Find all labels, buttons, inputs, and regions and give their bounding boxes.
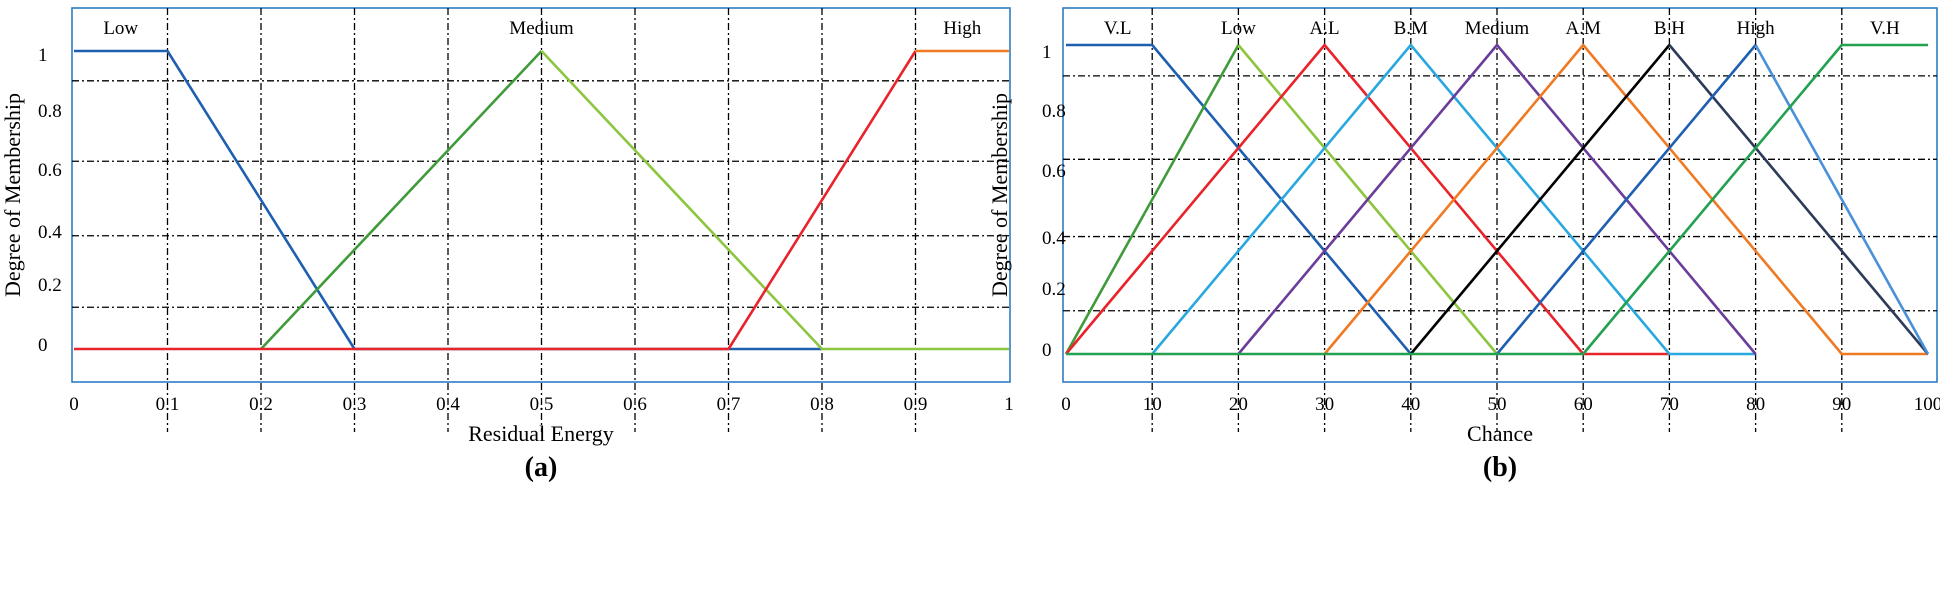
x-tick-label: 100 [1914,394,1940,415]
x-tick-label: 80 [1746,394,1765,415]
x-tick-label: 70 [1660,394,1679,415]
chart-panel-a: 0 0.2 0.4 0.6 0.8 1 0 0.1 0.2 0.3 0.4 0.5 0.6 0.7 0.8 0… [0,7,1014,483]
y-tick-label: 0.8 [38,101,62,122]
x-tick-label: 10 [1143,394,1162,415]
x-tick-label: 0 [69,394,79,415]
y-tick-label: 0.2 [38,275,62,296]
y-axis-label: Degree of Membership [987,93,1012,297]
panel-label: (a) [525,452,558,483]
series-line [1668,44,1929,355]
plot-frame [1062,7,1938,383]
x-axis-label: Residual Energy [468,421,614,446]
membership-label: High [943,18,982,39]
x-tick-label: 1 [1004,394,1014,415]
membership-label: Medium [1465,18,1530,39]
series-line [1754,44,1930,355]
series-line [74,50,917,351]
series-line [1409,44,1671,355]
x-tick-label: 0.6 [623,394,647,415]
x-tick-label: 0.2 [249,394,273,415]
x-tick-label: 0.9 [904,394,928,415]
series-line [1496,44,1757,355]
x-tick-label: 0.7 [717,394,741,415]
series-line [540,50,1009,351]
membership-label: B.M [1394,18,1428,39]
membership-label: High [1737,18,1776,39]
x-tick-label: 0.3 [343,394,367,415]
membership-label: A.L [1310,18,1340,39]
membership-label: Low [103,18,138,39]
y-tick-label: 0 [38,335,48,356]
membership-label: B.H [1654,18,1685,39]
x-tick-label: 20 [1229,394,1248,415]
membership-label: V.H [1870,18,1900,39]
y-tick-label: 0.8 [1042,101,1066,122]
y-tick-label: 0.6 [38,160,62,181]
x-tick-label: 60 [1574,394,1593,415]
panel-label: (b) [1483,452,1517,483]
x-tick-label: 50 [1488,394,1507,415]
x-tick-label: 0.8 [810,394,834,415]
x-tick-label: 0.4 [436,394,460,415]
x-tick-label: 30 [1315,394,1334,415]
x-tick-label: 0 [1061,394,1071,415]
membership-label: A.M [1566,18,1601,39]
y-tick-label: 0.2 [1042,279,1066,300]
y-axis-label: Degree of Membership [0,93,25,297]
x-axis-label: Chance [1467,421,1533,446]
series-line [1064,44,1240,355]
series-line [1066,43,1928,356]
y-tick-label: 1 [1042,42,1052,63]
x-tick-label: 0.1 [156,394,180,415]
y-tick-label: 0 [1042,340,1052,361]
membership-label: Low [1221,18,1256,39]
membership-label: Medium [509,18,574,39]
y-tick-label: 0.4 [1042,228,1066,249]
series-line [260,50,543,350]
x-tick-label: 90 [1832,394,1851,415]
y-tick-label: 0.6 [1042,161,1066,182]
x-tick-label: 0.5 [530,394,554,415]
x-tick-label: 40 [1401,394,1420,415]
y-tick-label: 1 [38,45,48,66]
y-tick-label: 0.4 [38,222,62,243]
membership-label: V.L [1104,18,1132,39]
